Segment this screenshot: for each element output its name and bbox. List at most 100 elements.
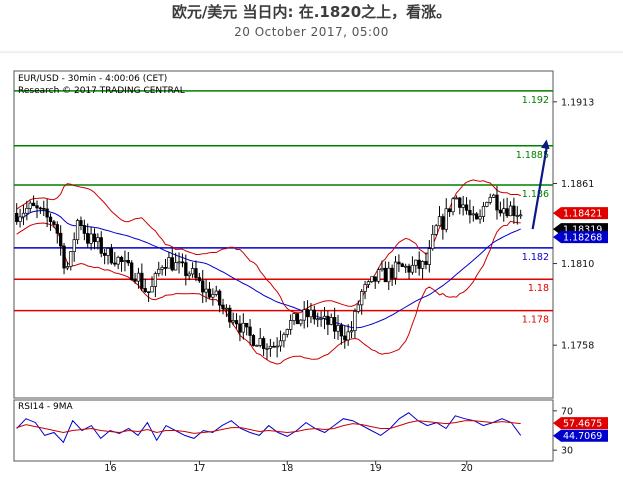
rsi-tag-shape: [553, 417, 608, 430]
candle-body: [326, 315, 330, 325]
candle-body: [481, 205, 486, 217]
candle-body: [82, 225, 86, 234]
candle-body: [339, 325, 344, 337]
candle-body: [475, 213, 479, 220]
candle: [190, 262, 195, 278]
candle: [248, 319, 252, 346]
header-divider: [0, 50, 623, 53]
candle: [441, 213, 445, 240]
candle-body: [248, 326, 252, 336]
candle: [241, 313, 245, 340]
candle-body: [211, 294, 215, 298]
candle: [519, 209, 523, 219]
candle: [184, 254, 188, 286]
candle: [228, 304, 232, 328]
candle: [393, 256, 398, 285]
rsi-tag-label: 57.4675: [563, 419, 602, 430]
rsi-axis: 70 30: [553, 406, 573, 457]
candle-body: [299, 319, 303, 325]
candle-body: [383, 267, 388, 283]
candle: [207, 282, 212, 299]
candle: [89, 226, 93, 251]
candle-body: [21, 212, 26, 218]
candle: [475, 211, 479, 220]
candle-body: [478, 216, 482, 220]
candle: [366, 280, 371, 288]
candle-body: [417, 259, 421, 269]
candle-body: [309, 309, 313, 318]
candle: [116, 255, 120, 270]
candle-body: [18, 216, 22, 222]
candle: [106, 247, 110, 265]
candle-body: [468, 209, 472, 216]
candle: [25, 200, 29, 221]
candle: [312, 305, 316, 325]
candle: [299, 319, 303, 327]
candle-body: [96, 237, 100, 243]
candle-body: [512, 205, 516, 216]
candle-body: [133, 279, 137, 282]
candle-body: [410, 264, 415, 273]
candle-body: [420, 261, 425, 269]
moving-average: [16, 209, 521, 329]
candle-body: [194, 268, 198, 278]
candle: [512, 197, 516, 224]
candle-body: [447, 208, 452, 213]
candle-body: [414, 259, 418, 266]
candle: [251, 333, 256, 347]
candle-body: [190, 268, 195, 275]
candle-body: [295, 313, 300, 325]
candle: [295, 313, 300, 325]
candle: [319, 311, 323, 327]
rsi-tag-shape: [553, 429, 608, 442]
candle: [35, 200, 39, 219]
candle-body: [116, 256, 120, 265]
candle: [407, 263, 411, 280]
candle: [278, 330, 283, 352]
candle: [59, 225, 63, 256]
candle: [65, 261, 70, 271]
candle-body: [228, 307, 232, 323]
candle-body: [451, 198, 455, 213]
candle-body: [404, 265, 408, 268]
candle-body: [130, 262, 134, 281]
candle-body: [508, 205, 513, 217]
candle: [170, 247, 174, 272]
candle-body: [434, 225, 438, 235]
candle-body: [62, 245, 66, 269]
candle: [417, 251, 421, 276]
candle-body: [292, 313, 296, 321]
candle: [292, 312, 296, 326]
price-tag-label: 1.18421: [563, 209, 602, 220]
candle-body: [92, 233, 97, 243]
candle: [113, 252, 117, 267]
candle: [370, 276, 374, 284]
candle-body: [102, 252, 107, 256]
candle-body: [485, 202, 489, 207]
candle: [488, 193, 492, 205]
candle-body: [35, 205, 39, 209]
rsi-lines: [16, 412, 522, 444]
candle-body: [407, 265, 411, 273]
candle-body: [217, 290, 222, 306]
candle: [356, 300, 360, 314]
candle: [285, 328, 289, 338]
candle-body: [75, 220, 80, 241]
candle: [204, 279, 208, 303]
forecast-arrow-head: [540, 139, 550, 150]
candle: [224, 304, 229, 317]
candle-body: [515, 215, 519, 217]
bollinger-lower: [16, 220, 521, 365]
candle-body: [207, 288, 212, 298]
level-lines: 1.192 1.1885 1.186 1.182 1.18 1.178: [14, 90, 553, 326]
candle: [48, 213, 53, 231]
candle-body: [400, 263, 404, 267]
candle: [346, 324, 350, 346]
candle-body: [65, 266, 70, 269]
x-tick-label: 16: [104, 463, 116, 474]
candle: [163, 258, 168, 276]
candle: [92, 228, 97, 250]
candle-body: [471, 213, 475, 216]
symbol-line: EUR/USD - 30min - 4:00:06 (CET): [18, 74, 167, 84]
